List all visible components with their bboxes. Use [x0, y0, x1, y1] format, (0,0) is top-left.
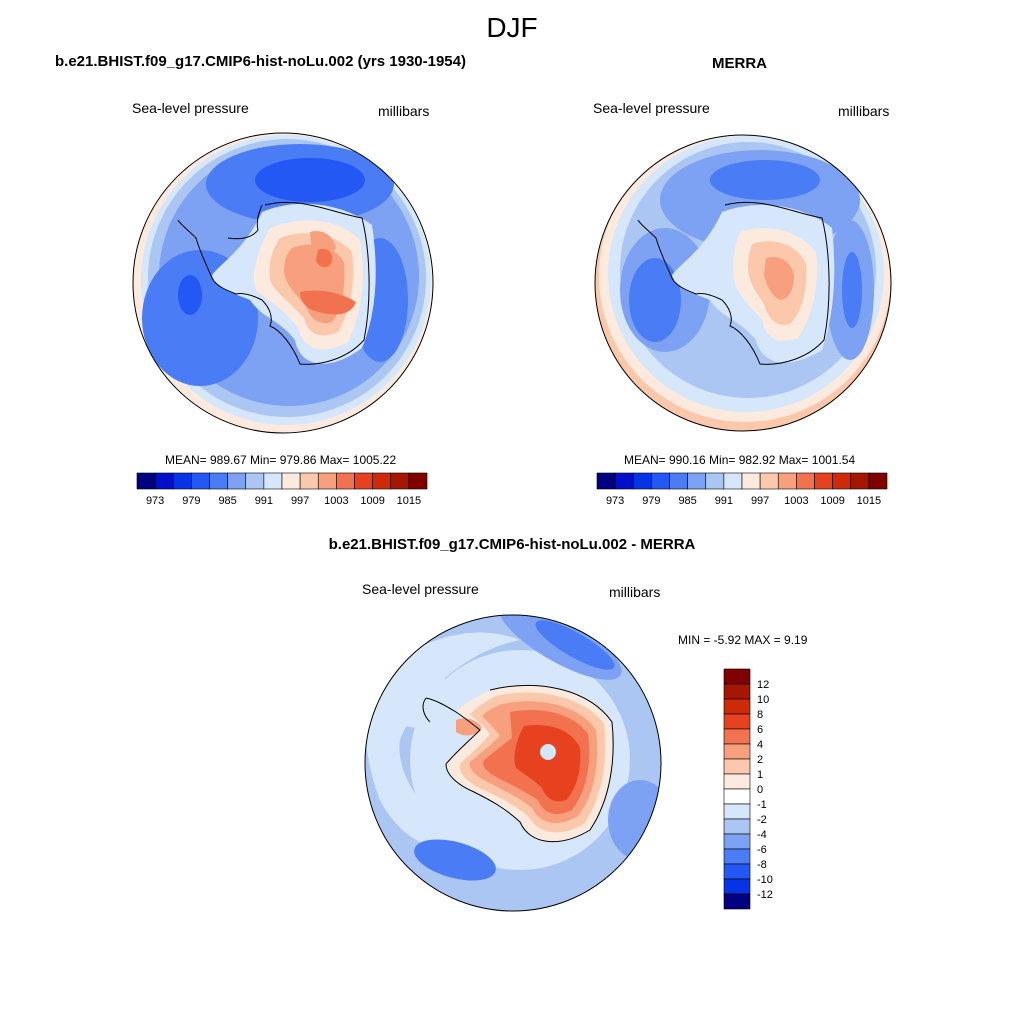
colorbar-tick-label: 973	[606, 495, 624, 507]
colorbar-tick-label: -1	[757, 799, 767, 811]
colorbar-box	[245, 472, 265, 490]
panel-1-units: millibars	[378, 103, 430, 119]
colorbar-box	[723, 728, 751, 745]
colorbar-box	[209, 472, 228, 490]
colorbar-box	[723, 848, 751, 865]
colorbar-tick-label: 1009	[820, 495, 844, 507]
difference-stats: MIN = -5.92 MAX = 9.19	[678, 633, 808, 647]
colorbar-tick-label: -8	[757, 859, 767, 871]
colorbar-tick-label: 1	[757, 769, 763, 781]
colorbar-box	[390, 472, 410, 490]
colorbar-tick-label: 979	[642, 495, 660, 507]
colorbar-box	[723, 803, 751, 820]
colorbar-box	[796, 472, 815, 490]
colorbar-box	[723, 743, 751, 760]
figure-title: DJF	[486, 12, 538, 43]
colorbar-box	[868, 472, 888, 490]
colorbar-tick-label: 1003	[784, 495, 808, 507]
colorbar-box	[372, 472, 392, 490]
colorbar-box	[687, 472, 707, 490]
colorbar-box	[723, 713, 751, 730]
colorbar-tick-label: 997	[751, 495, 769, 507]
colorbar-tick-label: -12	[757, 889, 773, 901]
colorbar-box	[723, 698, 751, 715]
colorbar-box	[614, 472, 634, 490]
difference-units: millibars	[609, 584, 661, 600]
colorbar-box	[336, 472, 355, 490]
colorbar-box	[172, 472, 192, 490]
colorbar-tick-label: 979	[182, 495, 200, 507]
colorbar-box	[281, 472, 301, 490]
colorbar-tick-label: 0	[757, 784, 763, 796]
colorbar-box	[651, 472, 670, 490]
colorbar-box	[723, 472, 743, 490]
colorbar-box	[136, 472, 156, 490]
colorbar-tick-label: 991	[715, 495, 733, 507]
colorbar-tick-label: -10	[757, 874, 773, 886]
colorbar-box	[723, 863, 751, 880]
colorbar-box	[723, 878, 751, 895]
colorbar-box	[723, 818, 751, 835]
panel-1-title: b.e21.BHIST.f09_g17.CMIP6-hist-noLu.002 …	[55, 53, 466, 70]
panel-1-stats: MEAN= 989.67 Min= 979.86 Max= 1005.22	[165, 453, 397, 467]
colorbar-tick-label: 973	[146, 495, 164, 507]
colorbar-box	[669, 472, 688, 490]
colorbar-tick-label: -2	[757, 814, 767, 826]
colorbar-tick-label: 1015	[857, 495, 881, 507]
colorbar-tick-label: 12	[757, 679, 769, 691]
colorbar-box	[723, 788, 751, 805]
colorbar-tick-label: 2	[757, 754, 763, 766]
colorbar-box	[850, 472, 870, 490]
colorbar-box	[759, 472, 779, 490]
panel-2-colorbar: 973 979 985 991 997 1003 1009 1015	[596, 472, 888, 507]
colorbar-box	[705, 472, 725, 490]
colorbar-box	[299, 472, 319, 490]
colorbar-tick-label: 1015	[397, 495, 421, 507]
colorbar-tick-label: -4	[757, 829, 767, 841]
panel-2-stats: MEAN= 990.16 Min= 982.92 Max= 1001.54	[624, 453, 856, 467]
panel-1-polar-map	[132, 132, 434, 434]
colorbar-tick-label: 991	[255, 495, 273, 507]
colorbar-box	[723, 893, 751, 910]
colorbar-box	[741, 472, 761, 490]
colorbar-box	[777, 472, 797, 490]
colorbar-box	[832, 472, 852, 490]
colorbar-tick-label: 997	[291, 495, 309, 507]
difference-polar-map	[364, 614, 662, 912]
panel-1-variable: Sea-level pressure	[132, 100, 249, 116]
panel-2-title: MERRA	[712, 55, 767, 72]
colorbar-tick-label: 8	[757, 709, 763, 721]
colorbar-box	[723, 773, 751, 790]
colorbar-box	[632, 472, 652, 490]
colorbar-tick-label: -6	[757, 844, 767, 856]
panel-2-variable: Sea-level pressure	[593, 100, 710, 116]
colorbar-box	[408, 472, 428, 490]
colorbar-tick-label: 1003	[324, 495, 348, 507]
panel-2-polar-map	[594, 134, 892, 432]
colorbar-tick-label: 6	[757, 724, 763, 736]
colorbar-box	[191, 472, 210, 490]
colorbar-tick-label: 985	[678, 495, 696, 507]
colorbar-box	[814, 472, 833, 490]
colorbar-box	[354, 472, 373, 490]
difference-title: b.e21.BHIST.f09_g17.CMIP6-hist-noLu.002 …	[328, 536, 696, 553]
panel-1-colorbar: 973 979 985 991 997 1003 1009 1015	[136, 472, 428, 507]
colorbar-box	[723, 683, 751, 700]
colorbar-box	[227, 472, 247, 490]
difference-variable: Sea-level pressure	[362, 581, 479, 597]
colorbar-box	[263, 472, 283, 490]
colorbar-box	[154, 472, 174, 490]
colorbar-box	[723, 833, 751, 850]
colorbar-tick-label: 1009	[360, 495, 384, 507]
colorbar-tick-label: 10	[757, 694, 769, 706]
colorbar-box	[596, 472, 616, 490]
panel-2-units: millibars	[838, 103, 890, 119]
colorbar-box	[723, 758, 751, 775]
colorbar-tick-label: 985	[218, 495, 236, 507]
colorbar-tick-label: 4	[757, 739, 763, 751]
colorbar-box	[723, 668, 751, 685]
colorbar-box	[317, 472, 337, 490]
